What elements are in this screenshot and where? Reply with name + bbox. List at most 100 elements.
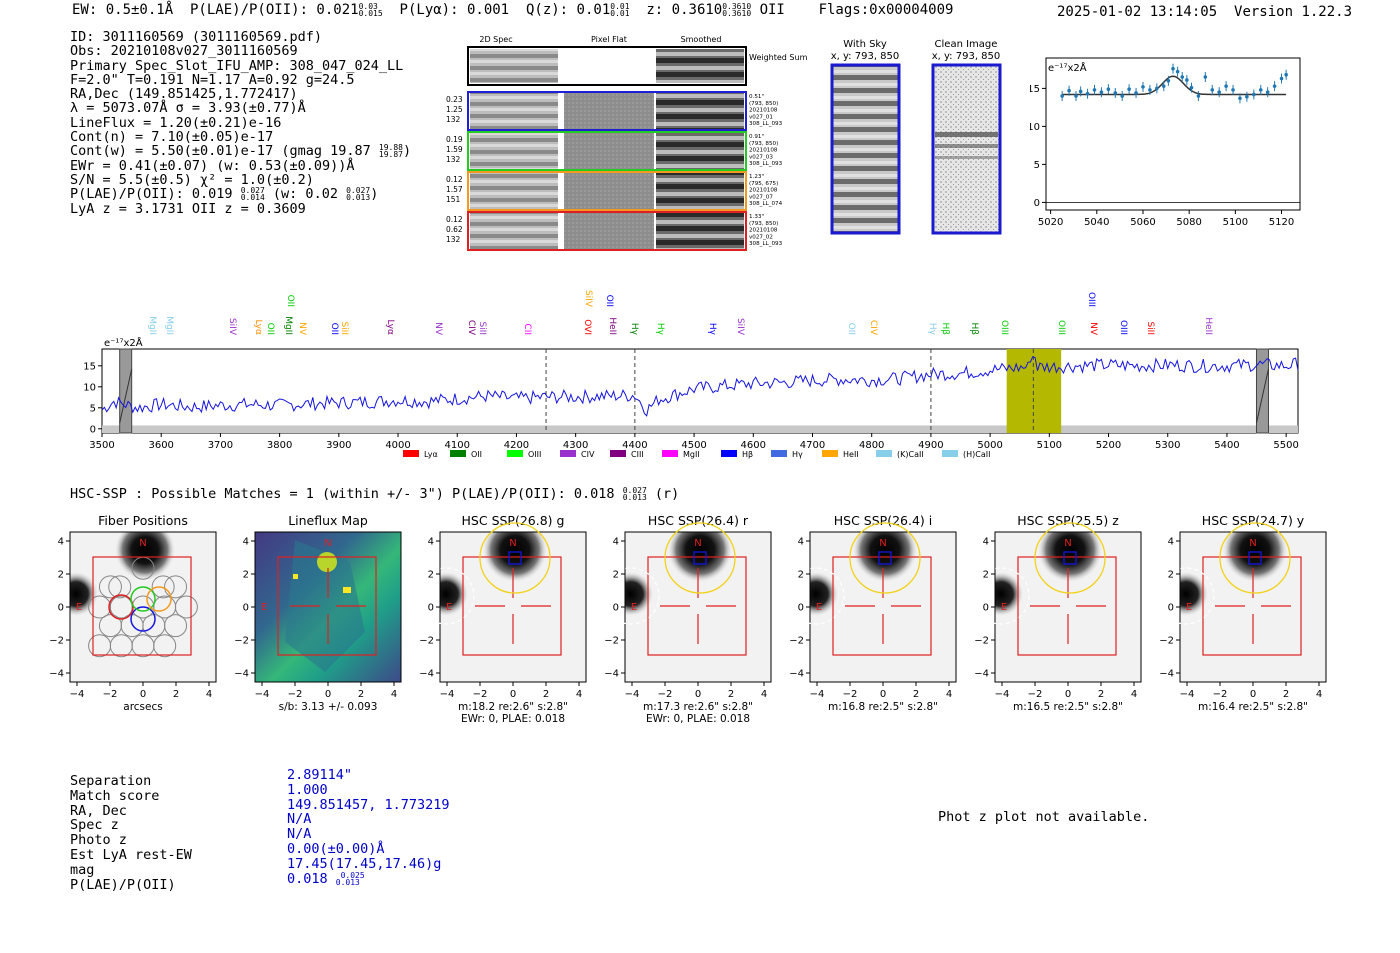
info-sn: S/N = 5.5(±0.5) χ² = 1.0(±0.2) (70, 171, 314, 188)
cutout-right-text: v027_02 (749, 234, 773, 240)
cutout-2d-spec-3 (470, 213, 558, 249)
fiber-circle-blue (130, 606, 156, 632)
zoom-data-point (1272, 84, 1277, 88)
zoom-data-point (1161, 84, 1166, 88)
zoom-data-point (1166, 79, 1171, 83)
fiber-circle (98, 614, 122, 638)
spectrum-x-tick-label: 4600 (741, 440, 766, 451)
spectrum-x-tick-label: 4300 (563, 440, 588, 451)
cutout-right-text: 308_LL_074 (749, 201, 783, 207)
side-star (995, 572, 1023, 616)
hsc-x-tick-label: −2 (658, 689, 673, 700)
spectral-line-label: NV (433, 322, 443, 336)
neighbor-aperture (602, 567, 660, 625)
hsc-x-tick-label: 0 (325, 689, 331, 700)
hsc-panel-1: Lineflux Map N E −4 4 −2 2 0 0 2 −2 4 −4 s/b: 3.13 +/… (234, 513, 402, 713)
zoom-data-point (1231, 88, 1235, 92)
cutout-left-text: 0.62 (446, 225, 463, 234)
hsc-x-tick-label: 0 (510, 689, 516, 700)
info-lineflux: LineFlux = 1.20(±0.21)e-16 (70, 114, 282, 131)
fiber-circle (108, 575, 132, 599)
clean-image-coords: x, y: 793, 850 (932, 51, 1001, 62)
hsc-x-tick-label: 0 (140, 689, 146, 700)
spectral-line-label: OIII (1118, 320, 1128, 335)
fiber-circle (151, 575, 175, 599)
spectrum-x-tick-label: 4800 (859, 440, 884, 451)
info-obs: Obs: 20210108v027_3011160569 (70, 43, 298, 60)
masked-region (119, 348, 133, 434)
zoom-data-point (1120, 94, 1124, 98)
hsc-x-tick-label: −2 (473, 689, 488, 700)
cutout-2d-spec-2 (470, 173, 558, 209)
weighted-smoothed (656, 49, 744, 83)
match-label: Est LyA rest-EW (70, 846, 192, 863)
zoom-data-point (1238, 96, 1242, 101)
hsc-y-tick-label: 2 (798, 570, 804, 581)
fiber-circle-orange (146, 586, 172, 612)
with-sky-image (830, 63, 901, 235)
info-fiber: F=2.0" T=0.191 N=1.17 A=0.92 g=24.5 (70, 71, 355, 88)
hsc-x-tick-label: 0 (1250, 689, 1256, 700)
spectrum-y-tick-label: 5 (90, 403, 96, 414)
east-label: E (816, 602, 822, 613)
hsc-panel-title: Fiber Positions (98, 513, 188, 528)
cutout-smoothed-0 (656, 93, 744, 129)
legend-swatch (403, 450, 419, 457)
spectrum-x-tick-label: 4100 (445, 440, 470, 451)
cutout-right-text: v027_07 (749, 194, 773, 200)
clean-image-signal (935, 132, 998, 137)
match-value: 2.89114" (287, 767, 353, 783)
spectrum-y-tick-label: 15 (83, 361, 96, 372)
info-contn: Cont(n) = 7.10(±0.05)e-17 (70, 129, 274, 146)
info-lyaz: LyA z = 3.1731 OII z = 0.3609 (70, 200, 306, 217)
hsc-x-tick-label: −4 (810, 689, 825, 700)
zoom-data-point (1074, 94, 1078, 98)
fiber-circle (88, 595, 112, 619)
hsc-x-tick-label: 0 (695, 689, 701, 700)
cutout-left-text: 1.59 (446, 145, 463, 154)
catalog-match-box (508, 551, 522, 565)
spectral-line-label: CIV (868, 320, 878, 336)
zoom-model-fit (1062, 75, 1287, 96)
hsc-y-tick-label: 0 (798, 603, 804, 614)
hsc-y-tick-label: −2 (789, 636, 804, 647)
spectrum-x-tick-label: 4500 (681, 440, 706, 451)
full-spectrum-chart: MgII MgII SiIV Lyα OII MgII NV OII SiII Lyα NV CIV S… (83, 290, 1299, 459)
hsc-x-tick-label: 2 (913, 689, 919, 700)
cutout-row-frame-2 (467, 171, 747, 211)
zoom-data-point (1078, 89, 1083, 94)
hsc-x-tick-label: 2 (173, 689, 179, 700)
hsc-panel-plae: EWr: 0, PLAE: 0.018 (461, 713, 565, 725)
hsc-y-tick-label: 2 (428, 570, 434, 581)
hsc-y-tick-label: −4 (234, 669, 249, 680)
zoom-data-point (1185, 78, 1189, 82)
cutout-right-text: 20210108 (749, 188, 778, 194)
spectral-line-label: HeII (1203, 317, 1213, 335)
hsc-y-tick-label: 4 (983, 537, 989, 548)
cutout-right-text: v027_01 (749, 114, 773, 120)
cutout-left-text: 1.57 (446, 185, 463, 194)
north-label: N (324, 538, 331, 549)
spectrum-error-band (102, 425, 1298, 433)
zoom-y-tick-label: 10 (1030, 122, 1040, 133)
info-lambda: λ = 5073.07Å σ = 3.93(±0.77)Å (70, 100, 306, 117)
hsc-y-tick-label: 0 (428, 603, 434, 614)
legend-swatch (876, 450, 892, 457)
spectral-line-label: HeII (607, 317, 617, 335)
cutout-row-frame-0 (467, 91, 747, 131)
north-label: N (509, 538, 516, 549)
hsc-y-tick-label: 2 (243, 570, 249, 581)
search-box (647, 556, 747, 656)
hsc-x-tick-label: −2 (1028, 689, 1043, 700)
cutout-right-text: 1.23" (749, 174, 764, 180)
cutout-left-text: 0.23 (446, 95, 463, 104)
info-primary: Primary Spec_Slot_IFU_AMP: 308_047_024_L… (70, 57, 404, 74)
zoom-spectrum-chart: e⁻¹⁷x2Å 5020 5040 5060 5080 5100 5120 0 5 10 15 (1030, 57, 1301, 228)
masked-region (1255, 348, 1269, 434)
spectral-line-label: Hγ (707, 323, 717, 336)
spectral-line-label: Lyα (385, 320, 395, 336)
cutout-right-text: 308_LL_093 (749, 121, 783, 127)
zoom-data-point (1279, 76, 1284, 81)
